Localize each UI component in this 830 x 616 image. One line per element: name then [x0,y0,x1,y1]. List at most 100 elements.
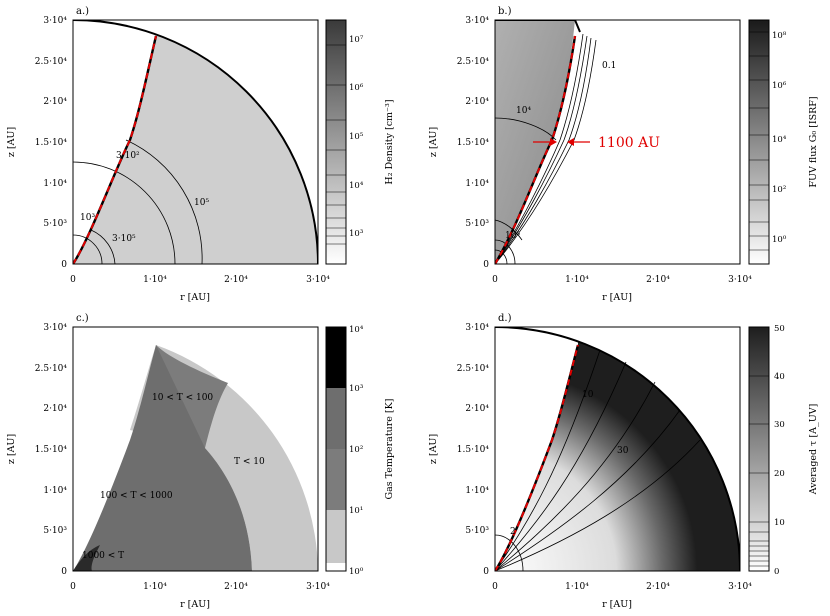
fuv-contour-1 [495,33,584,264]
colorbar-a-levels [326,44,346,245]
outer-boundary-d [495,327,740,571]
annotation-a-3e5: 3·10⁵ [112,234,136,244]
xtick: 3·10⁴ [306,275,330,285]
cbtick: 10³ [349,229,363,239]
ytick: 2.5·10⁴ [35,57,68,67]
ytick: 0 [483,567,489,577]
annotation-c-gt-1000: 1000 < T [82,551,124,561]
annotation-c-100-1000: 100 < T < 1000 [100,491,173,501]
plot-frame-d [494,326,741,572]
colorbar-b-levels [749,31,769,251]
ytick: 3·10⁴ [43,16,67,26]
ytick: 5·10³ [465,219,489,229]
xlabel-b: r [AU] [602,292,632,303]
tau-contour-c [495,439,701,571]
colorbar-d-levels [749,375,769,567]
xtick: 2·10⁴ [224,275,248,285]
ytick: 2·10⁴ [465,97,489,107]
colorbar-label-c: Gas Temperature [K] [384,399,395,500]
colorbar-b [748,19,770,265]
ytick: 3·10⁴ [465,323,489,333]
annotation-1100au: 1100 AU [598,135,660,151]
xtick: 0 [70,582,76,592]
cbtick: 10⁴ [349,325,364,335]
annotation-b-0.1: 0.1 [602,61,616,71]
cbtick: 40 [774,372,785,382]
annotation-a-1e3: 10³ [80,213,95,223]
cbtick: 10⁰ [772,235,787,245]
xticks-c: 0 1·10⁴ 2·10⁴ 3·10⁴ [70,582,330,592]
annotation-c-10-100: 10 < T < 100 [152,393,213,403]
cbtick: 10² [349,445,363,455]
annotation-c-lt-10: T < 10 [234,457,265,467]
annotation-d-30: 30 [617,446,629,456]
temp-region-100-1000 [73,345,252,571]
colorbar-d [748,326,770,572]
panel-c: c.) 10 < T < 100 T < 10 100 < T < 1000 1… [6,313,395,610]
ylabel-a: z [AU] [6,127,17,157]
panel-d: d.) 10 30 2 0 1·10⁴ 2·10⁴ 3·10⁴ 0 5·10³ … [428,313,819,610]
tau-contour-b [495,409,681,571]
ylabel-d: z [AU] [428,434,439,464]
ytick: 0 [61,260,67,270]
yticks-c: 0 5·10³ 1·10⁴ 1.5·10⁴ 2·10⁴ 2.5·10⁴ 3·10… [35,323,68,577]
plot-frame-c [72,326,319,572]
xticks-b: 0 1·10⁴ 2·10⁴ 3·10⁴ [492,275,752,285]
panel-label-b: b.) [498,6,512,17]
xtick: 2·10⁴ [646,582,670,592]
tau-contour-2 [495,534,524,571]
tau-contour-a [495,361,627,571]
colorbar-label-a: H₂ Density [cm⁻³] [384,99,395,184]
xtick: 1·10⁴ [143,582,167,592]
ytick: 5·10³ [43,219,67,229]
ytick: 1·10⁴ [43,179,67,189]
ytick: 3·10⁴ [465,16,489,26]
outer-boundary-a [73,20,318,264]
cbtick: 50 [774,324,785,334]
cbtick: 20 [774,469,785,479]
xtick: 3·10⁴ [728,275,752,285]
ytick: 2.5·10⁴ [457,364,490,374]
contour-3e2 [73,161,176,264]
ytick: 5·10³ [465,526,489,536]
ytick: 1.5·10⁴ [457,138,490,148]
yticks-b: 0 5·10³ 1·10⁴ 1.5·10⁴ 2·10⁴ 2.5·10⁴ 3·10… [457,16,490,270]
colorbar-c [325,326,347,572]
xticks-d: 0 1·10⁴ 2·10⁴ 3·10⁴ [492,582,752,592]
temp-region-1000 [73,545,100,571]
plot-frame-b [494,19,741,265]
plot-frame-a [72,19,319,265]
cbtick: 10⁸ [772,31,787,41]
cbtick: 10⁰ [349,567,364,577]
cbtick: 10⁴ [349,181,364,191]
cbtick: 10⁶ [772,81,787,91]
xtick: 0 [70,275,76,285]
ytick: 0 [61,567,67,577]
panel-label-d: d.) [498,313,512,324]
ytick: 1·10⁴ [465,179,489,189]
cbtick: 10 [774,518,785,528]
xtick: 1·10⁴ [565,275,589,285]
cavity-boundary-red-b [495,35,576,264]
cbtick: 10¹ [349,506,363,516]
xtick: 3·10⁴ [306,582,330,592]
cavity-boundary-red-a [73,35,157,264]
fuv-contour-inner [495,239,516,264]
ytick: 0 [483,260,489,270]
fuv-contour-3 [495,37,592,264]
colorbar-a [325,19,347,265]
fuv-contour-2 [495,35,588,264]
ytick: 2·10⁴ [43,404,67,414]
xtick: 0 [492,582,498,592]
cbtick: 10⁷ [349,35,364,45]
yticks-a: 0 5·10³ 1·10⁴ 1.5·10⁴ 2·10⁴ 2.5·10⁴ 3·10… [35,16,68,270]
fuv-outer-top [495,20,581,33]
colorbar-label-b: FUV flux G₀ [ISRF] [808,96,819,187]
xtick: 3·10⁴ [728,582,752,592]
cavity-boundary-red-d [495,344,579,571]
xlabel-a: r [AU] [180,292,210,303]
annotation-b-1e4: 10⁴ [516,106,531,116]
ytick: 2.5·10⁴ [35,364,68,374]
contour-3e5 [90,229,116,264]
